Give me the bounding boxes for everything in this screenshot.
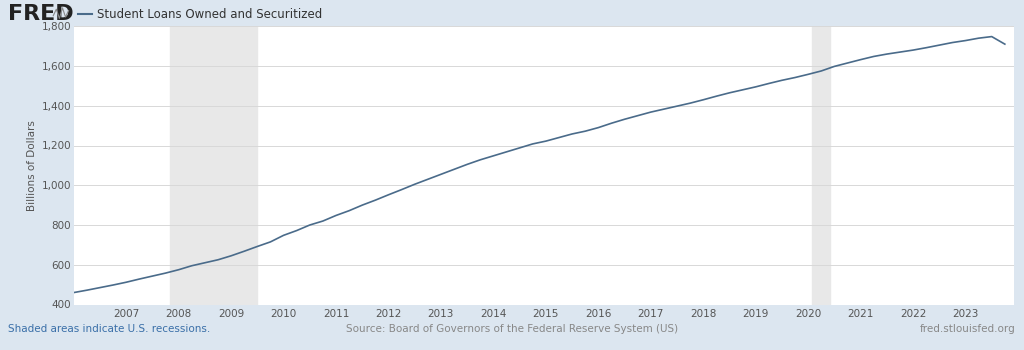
Text: Source: Board of Governors of the Federal Reserve System (US): Source: Board of Governors of the Federa… xyxy=(346,324,678,334)
Bar xyxy=(812,26,830,304)
Text: FRED: FRED xyxy=(8,5,74,25)
Text: Shaded areas indicate U.S. recessions.: Shaded areas indicate U.S. recessions. xyxy=(8,324,211,334)
Y-axis label: Billions of Dollars: Billions of Dollars xyxy=(28,120,37,211)
Bar xyxy=(170,26,257,304)
Text: fred.stlouisfed.org: fred.stlouisfed.org xyxy=(920,324,1016,334)
Text: Student Loans Owned and Securitized: Student Loans Owned and Securitized xyxy=(97,8,323,21)
